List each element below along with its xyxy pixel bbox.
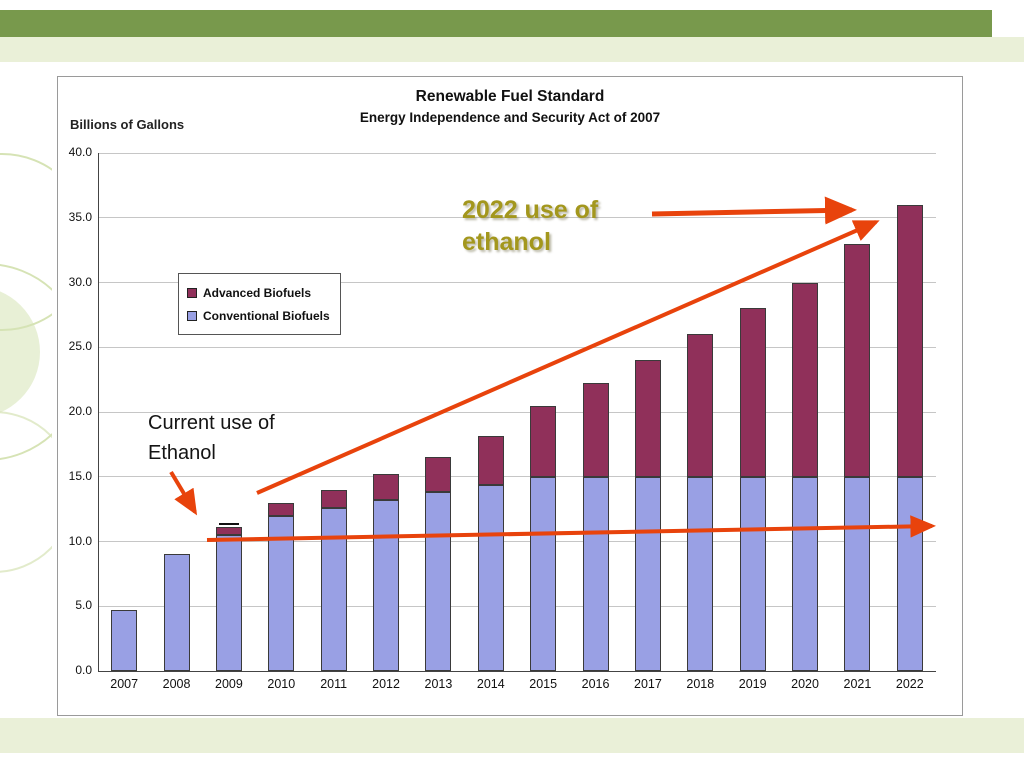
- bar-2013-advanced: [425, 456, 452, 493]
- gridline-35: [98, 217, 936, 219]
- bar-2022-advanced: [896, 204, 923, 477]
- bar-2014-advanced: [477, 435, 504, 485]
- legend-label-advanced: Advanced Biofuels: [203, 285, 312, 300]
- x-axis-label-2018: 2018: [686, 677, 715, 691]
- x-axis-label-2014: 2014: [476, 677, 505, 691]
- cap-marker-2009: [218, 523, 239, 526]
- bar-2018-advanced: [687, 334, 714, 477]
- y-axis-line: [98, 153, 99, 671]
- bar-2011-conventional: [320, 507, 347, 671]
- bottom-pale-band: [0, 718, 1024, 753]
- legend-label-conventional: Conventional Biofuels: [203, 308, 330, 323]
- bar-2018-conventional: [687, 476, 714, 671]
- legend-item-conventional: Conventional Biofuels: [187, 304, 330, 327]
- annotation-current-ethanol: Current use of Ethanol: [148, 412, 275, 464]
- bar-2021-conventional: [844, 476, 871, 671]
- y-tick-label: 30.0: [68, 274, 92, 289]
- x-axis-label-2015: 2015: [529, 677, 558, 691]
- y-tick-label: 0.0: [75, 663, 92, 677]
- top-pale-band: [0, 37, 1024, 62]
- y-tick-label: 10.0: [68, 533, 92, 548]
- bar-2020-advanced: [792, 282, 819, 477]
- bar-2014-conventional: [477, 484, 504, 671]
- bar-2015-advanced: [530, 405, 557, 477]
- bar-2009-conventional: [215, 535, 242, 671]
- x-axis-label-2010: 2010: [267, 677, 296, 691]
- y-tick-label: 25.0: [68, 339, 92, 354]
- bar-2013-conventional: [425, 492, 452, 671]
- top-green-bar: [0, 10, 992, 37]
- bar-2016-conventional: [582, 476, 609, 671]
- bar-2022-conventional: [896, 476, 923, 671]
- x-axis-label-2013: 2013: [424, 677, 453, 691]
- bar-2019-advanced: [739, 308, 766, 477]
- y-tick-label: 40.0: [68, 145, 92, 159]
- left-circles-decoration: [0, 153, 52, 573]
- advanced-biofuels-swatch: [187, 287, 197, 298]
- bar-2020-conventional: [792, 476, 819, 671]
- legend: Advanced Biofuels Conventional Biofuels: [178, 273, 341, 335]
- bar-2009-advanced: [215, 527, 242, 536]
- bar-2017-conventional: [634, 476, 661, 671]
- x-axis-label-2007: 2007: [110, 677, 139, 691]
- bar-2021-advanced: [844, 243, 871, 477]
- bar-2012-advanced: [373, 474, 400, 501]
- bar-2008-conventional: [163, 554, 190, 671]
- legend-item-advanced: Advanced Biofuels: [187, 281, 330, 304]
- conventional-biofuels-swatch: [187, 310, 197, 321]
- x-axis-label-2017: 2017: [634, 677, 662, 691]
- x-axis-label-2016: 2016: [581, 677, 610, 691]
- bar-2019-conventional: [739, 476, 766, 671]
- bar-2007-conventional: [111, 610, 138, 671]
- chart-frame: Renewable Fuel Standard Energy Independe…: [57, 76, 963, 716]
- annotation-2022-ethanol: 2022 use of ethanol: [462, 196, 599, 256]
- y-tick-label: 35.0: [68, 209, 92, 224]
- y-tick-label: 15.0: [68, 468, 92, 483]
- x-axis-label-2019: 2019: [738, 677, 767, 691]
- x-axis-label-2020: 2020: [791, 677, 819, 691]
- gridline-5: [98, 605, 936, 607]
- bar-2016-advanced: [582, 382, 609, 477]
- x-axis-line: [98, 671, 936, 672]
- x-axis-label-2011: 2011: [320, 677, 348, 691]
- x-axis-label-2022: 2022: [895, 677, 924, 691]
- x-axis-label-2021: 2021: [843, 677, 872, 691]
- x-axis-label-2009: 2009: [215, 677, 243, 691]
- y-axis-title: Billions of Gallons: [70, 117, 185, 132]
- bar-2015-conventional: [530, 476, 557, 671]
- y-tick-label: 20.0: [68, 404, 92, 418]
- y-tick-label: 5.0: [75, 598, 92, 613]
- bar-2010-conventional: [268, 515, 295, 671]
- x-axis-label-2008: 2008: [162, 677, 191, 691]
- bar-2012-conventional: [373, 500, 400, 671]
- bar-2017-advanced: [634, 360, 661, 477]
- gridline-40: [98, 152, 936, 154]
- chart-title: Renewable Fuel Standard: [415, 88, 605, 105]
- chart-subtitle: Energy Independence and Security Act of …: [359, 110, 661, 125]
- bar-2011-advanced: [320, 490, 347, 508]
- bar-2010-advanced: [268, 503, 295, 516]
- x-axis-label-2012: 2012: [372, 677, 400, 691]
